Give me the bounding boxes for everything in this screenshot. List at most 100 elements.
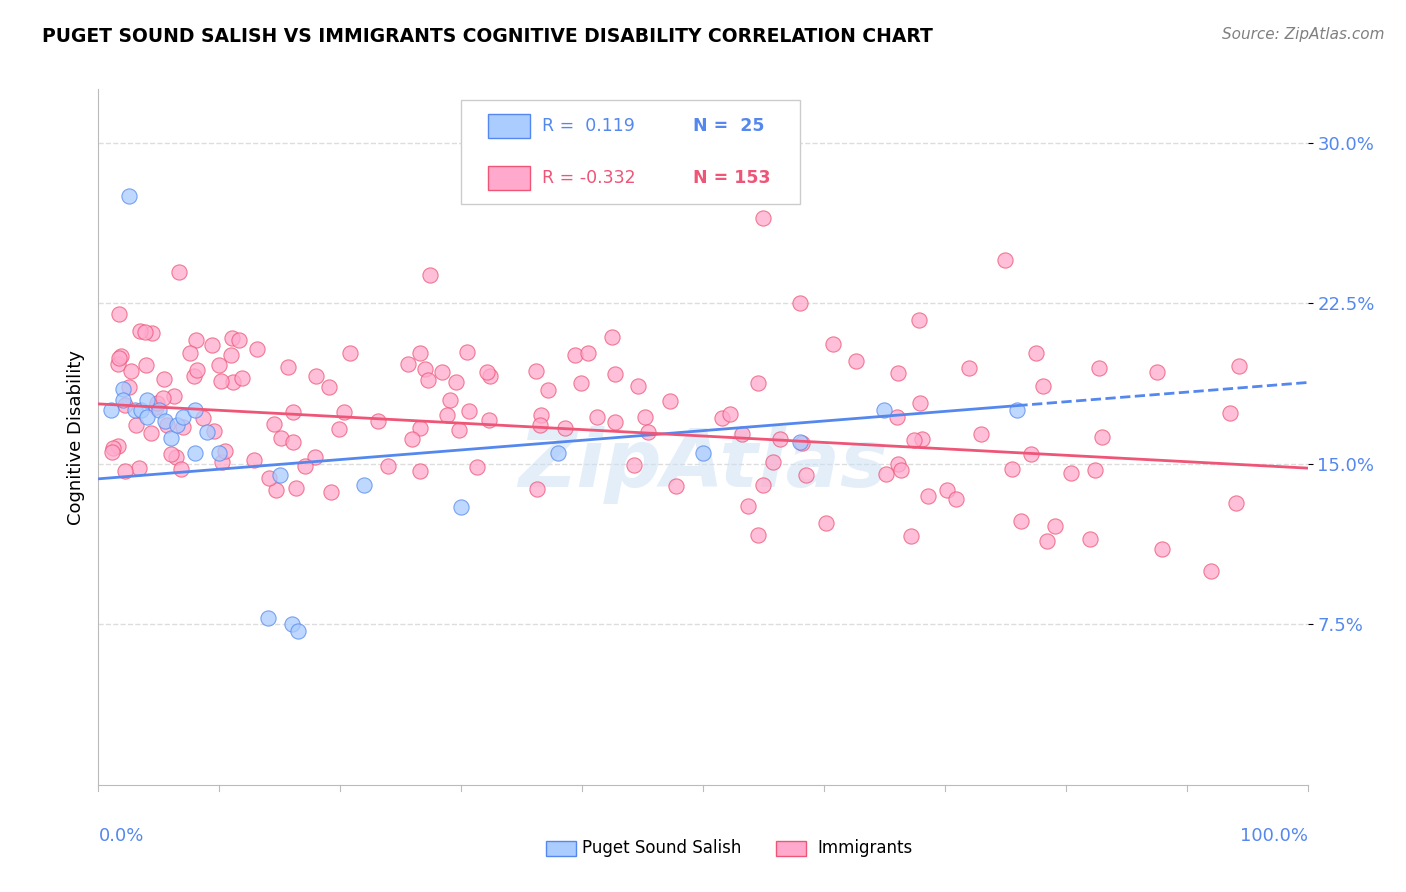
Point [201,338,224,352]
Point [409,346,432,360]
FancyBboxPatch shape [461,100,800,204]
Point [524,363,547,377]
Point [246,342,269,356]
Point [145,401,167,415]
Point [814,516,837,530]
Point [737,500,759,514]
Point [1219,406,1241,420]
Point [287,624,309,638]
Point [114,464,136,478]
Point [634,409,657,424]
Point [478,413,501,427]
Point [264,483,287,498]
Point [792,436,814,450]
Point [208,446,231,460]
Point [890,463,912,477]
Point [160,431,183,445]
Point [100,444,122,458]
Point [333,405,356,419]
Point [769,432,792,446]
Point [416,373,439,387]
Point [135,409,157,424]
Y-axis label: Cognitive Disability: Cognitive Disability [66,350,84,524]
Point [413,362,436,376]
Point [600,330,623,344]
Point [184,403,207,417]
Text: Source: ZipAtlas.com: Source: ZipAtlas.com [1222,27,1385,42]
Point [762,455,785,469]
Point [530,408,553,422]
Point [156,417,179,432]
Text: N =  25: N = 25 [693,117,765,135]
Text: R = -0.332: R = -0.332 [543,169,636,187]
Point [211,454,233,468]
Text: R =  0.119: R = 0.119 [543,117,636,135]
Point [603,415,626,429]
Point [139,426,162,441]
Point [1019,447,1042,461]
Point [752,478,775,492]
Point [153,372,176,386]
Point [256,611,278,625]
Point [1084,462,1107,476]
Point [284,481,307,495]
Point [153,414,176,428]
Point [294,459,316,474]
Point [396,357,419,371]
Point [305,368,328,383]
Point [908,396,931,410]
Point [789,296,811,310]
Point [401,432,423,446]
Point [243,452,266,467]
Point [554,421,576,435]
Point [111,392,134,407]
Point [281,617,304,632]
Point [1025,346,1047,360]
Point [257,471,280,485]
Point [120,364,142,378]
Point [377,458,399,473]
Point [1088,361,1111,376]
Text: N = 153: N = 153 [693,169,770,187]
Point [911,432,934,446]
Point [408,463,430,477]
Point [529,417,551,432]
Point [114,398,136,412]
Point [219,348,242,362]
Point [1078,532,1101,546]
Point [108,351,131,366]
Point [146,396,169,410]
Point [479,369,502,384]
Point [125,418,148,433]
Point [747,527,769,541]
Point [457,404,479,418]
Point [1031,379,1053,393]
Point [141,326,163,340]
Point [444,375,467,389]
Point [957,360,980,375]
Point [166,418,188,433]
Point [135,392,157,407]
Point [605,368,627,382]
Point [100,403,122,417]
Text: Immigrants: Immigrants [818,838,912,856]
Point [111,382,134,396]
Point [222,376,245,390]
Point [576,346,599,360]
Point [1227,359,1250,373]
Point [845,353,868,368]
Point [564,348,586,362]
Text: 0.0%: 0.0% [98,827,143,845]
Point [184,333,207,347]
Point [228,334,250,348]
Point [731,426,754,441]
Point [450,500,472,514]
Point [1091,430,1114,444]
Point [419,268,441,282]
Point [195,425,218,439]
Point [1043,518,1066,533]
Point [465,460,488,475]
Point [270,431,292,445]
Point [283,405,305,419]
Point [569,376,592,390]
